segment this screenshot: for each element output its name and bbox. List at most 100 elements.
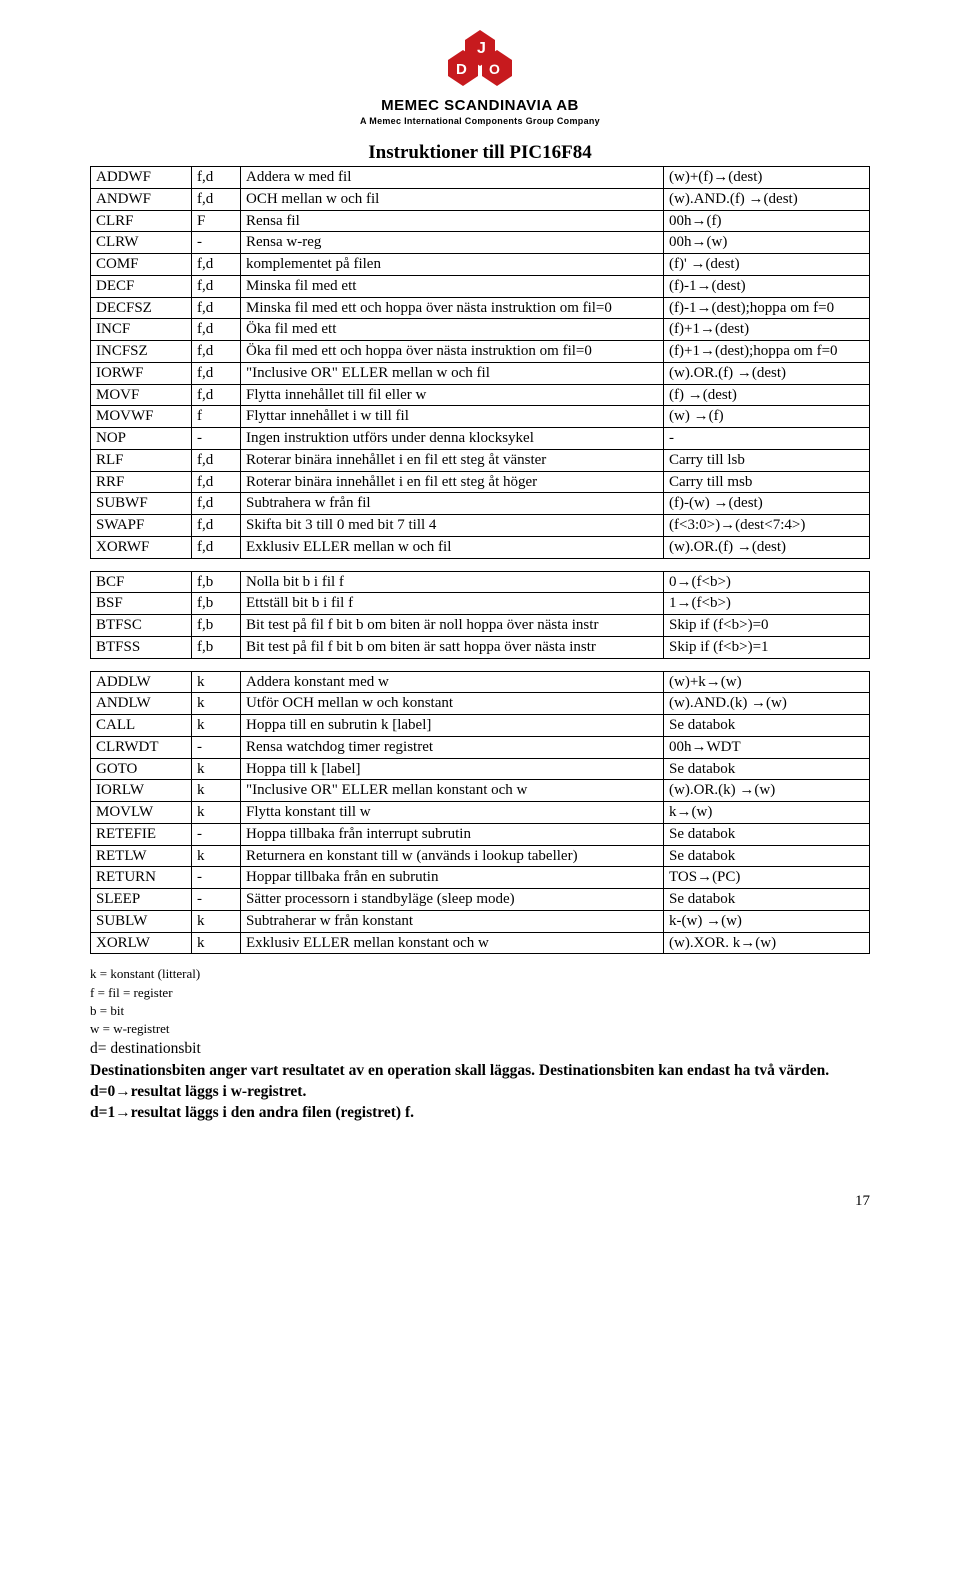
table-cell: f,b [192, 571, 241, 593]
table-cell: Skifta bit 3 till 0 med bit 7 till 4 [241, 515, 664, 537]
table-cell: f,d [192, 275, 241, 297]
table-cell: CLRW [91, 232, 192, 254]
company-subtitle: A Memec International Components Group C… [90, 116, 870, 126]
svg-text:O: O [489, 61, 500, 77]
table-row: SUBWFf,dSubtrahera w från fil(f)-(w) →(d… [91, 493, 870, 515]
table-row: BTFSSf,bBit test på fil f bit b om biten… [91, 636, 870, 658]
table-cell: CLRF [91, 210, 192, 232]
table-cell: Nolla bit b i fil f [241, 571, 664, 593]
table-cell: RLF [91, 449, 192, 471]
table-row: DECFf,dMinska fil med ett(f)-1→(dest) [91, 275, 870, 297]
table-cell: CALL [91, 715, 192, 737]
table-cell: 00h→(w) [664, 232, 870, 254]
table-cell: f,d [192, 471, 241, 493]
table-cell: (w) →(f) [664, 406, 870, 428]
table-cell: k [192, 780, 241, 802]
table-cell: XORLW [91, 932, 192, 954]
table-cell: SLEEP [91, 889, 192, 911]
table-row: IORWFf,d"Inclusive OR" ELLER mellan w oc… [91, 362, 870, 384]
table-cell: (w).AND.(k) →(w) [664, 693, 870, 715]
table-cell: 0→(f<b>) [664, 571, 870, 593]
legend-w: w = w-registret [90, 1021, 870, 1037]
table-cell: f,d [192, 362, 241, 384]
table-cell: Se databok [664, 715, 870, 737]
table-cell: - [192, 232, 241, 254]
table-cell: f,d [192, 319, 241, 341]
table-cell: Exklusiv ELLER mellan konstant och w [241, 932, 664, 954]
table-cell: Carry till msb [664, 471, 870, 493]
table-cell: ANDLW [91, 693, 192, 715]
table-cell: Roterar binära innehållet i en fil ett s… [241, 471, 664, 493]
table-cell: Carry till lsb [664, 449, 870, 471]
table-cell: Minska fil med ett [241, 275, 664, 297]
table-cell: (f)' →(dest) [664, 254, 870, 276]
svg-text:J: J [477, 40, 486, 57]
table-cell: INCFSZ [91, 341, 192, 363]
table-row: BTFSCf,bBit test på fil f bit b om biten… [91, 615, 870, 637]
legend-d: d= destinationsbit [90, 1039, 870, 1058]
table-cell: Se databok [664, 823, 870, 845]
table-cell: (w).XOR. k→(w) [664, 932, 870, 954]
table-cell: "Inclusive OR" ELLER mellan konstant och… [241, 780, 664, 802]
table-cell: RETLW [91, 845, 192, 867]
table-cell: k [192, 802, 241, 824]
table-cell: COMF [91, 254, 192, 276]
table-cell: (f)-1→(dest) [664, 275, 870, 297]
table-row: DECFSZf,dMinska fil med ett och hoppa öv… [91, 297, 870, 319]
table-cell: MOVWF [91, 406, 192, 428]
table-cell: RETURN [91, 867, 192, 889]
company-logo: J D O [447, 30, 513, 86]
table-cell: f,d [192, 188, 241, 210]
table-cell: (w)+(f)→(dest) [664, 167, 870, 189]
table-cell: Rensa w-reg [241, 232, 664, 254]
table-row: BCFf,bNolla bit b i fil f0→(f<b>) [91, 571, 870, 593]
table-cell: k [192, 715, 241, 737]
table-cell: ADDLW [91, 671, 192, 693]
destination-para-2: d=0→resultat läggs i w-registret. [90, 1082, 870, 1101]
table-cell: Skip if (f<b>)=0 [664, 615, 870, 637]
page-title: Instruktioner till PIC16F84 [90, 142, 870, 164]
table-cell: MOVF [91, 384, 192, 406]
table-cell: (f)-1→(dest);hoppa om f=0 [664, 297, 870, 319]
table-row: CLRW-Rensa w-reg00h→(w) [91, 232, 870, 254]
table-cell: (w).AND.(f) →(dest) [664, 188, 870, 210]
table-cell: Addera w med fil [241, 167, 664, 189]
table-cell: k [192, 671, 241, 693]
table-row: IORLWk"Inclusive OR" ELLER mellan konsta… [91, 780, 870, 802]
table-cell: Se databok [664, 758, 870, 780]
table-cell: Ettställ bit b i fil f [241, 593, 664, 615]
table-row: XORLWkExklusiv ELLER mellan konstant och… [91, 932, 870, 954]
table-cell: XORWF [91, 536, 192, 558]
table-cell: k [192, 758, 241, 780]
legend-b: b = bit [90, 1003, 870, 1019]
table-cell: f,d [192, 341, 241, 363]
table-row: CLRFFRensa fil00h→(f) [91, 210, 870, 232]
destination-para-1: Destinationsbiten anger vart resultatet … [90, 1061, 870, 1080]
header: J D O MEMEC SCANDINAVIA AB A Memec Inter… [90, 30, 870, 126]
table-cell: IORWF [91, 362, 192, 384]
table-cell: DECF [91, 275, 192, 297]
table-cell: Hoppa till en subrutin k [label] [241, 715, 664, 737]
table-cell: MOVLW [91, 802, 192, 824]
legend-k: k = konstant (litteral) [90, 966, 870, 982]
table-cell: Öka fil med ett [241, 319, 664, 341]
table-cell: Rensa watchdog timer registret [241, 736, 664, 758]
table-cell: ADDWF [91, 167, 192, 189]
table-cell: SUBWF [91, 493, 192, 515]
table-cell: BSF [91, 593, 192, 615]
table-row: CALLkHoppa till en subrutin k [label]Se … [91, 715, 870, 737]
table-row: ADDLWkAddera konstant med w(w)+k→(w) [91, 671, 870, 693]
table-row: SUBLWkSubtraherar w från konstantk-(w) →… [91, 910, 870, 932]
table-cell: NOP [91, 428, 192, 450]
table-cell: k→(w) [664, 802, 870, 824]
table-cell: (w).OR.(f) →(dest) [664, 536, 870, 558]
table-row: BSFf,bEttställ bit b i fil f1→(f<b>) [91, 593, 870, 615]
table-row: RETLWkReturnera en konstant till w (anvä… [91, 845, 870, 867]
table-row: XORWFf,dExklusiv ELLER mellan w och fil(… [91, 536, 870, 558]
instructions-table-3: ADDLWkAddera konstant med w(w)+k→(w)ANDL… [90, 671, 870, 955]
table-cell: Se databok [664, 845, 870, 867]
company-name: MEMEC SCANDINAVIA AB [90, 97, 870, 114]
instructions-table-2: BCFf,bNolla bit b i fil f0→(f<b>)BSFf,bE… [90, 571, 870, 659]
table-cell: ANDWF [91, 188, 192, 210]
table-cell: RETEFIE [91, 823, 192, 845]
